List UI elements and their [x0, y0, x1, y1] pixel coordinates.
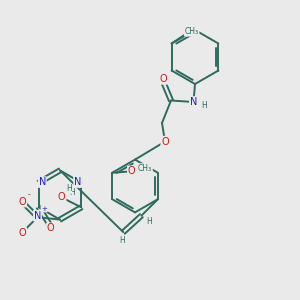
- Text: N: N: [74, 177, 81, 187]
- Text: H: H: [201, 100, 207, 109]
- Text: H: H: [69, 188, 75, 197]
- Text: N: N: [34, 211, 41, 221]
- Text: O: O: [58, 192, 66, 202]
- Text: O: O: [128, 166, 135, 176]
- Text: H: H: [119, 236, 125, 245]
- Text: O: O: [160, 74, 167, 84]
- Text: +: +: [41, 206, 47, 212]
- Text: O: O: [19, 228, 26, 238]
- Text: CH₃: CH₃: [138, 164, 152, 173]
- Text: CH₃: CH₃: [185, 27, 199, 36]
- Text: N: N: [39, 177, 46, 187]
- Text: H: H: [66, 184, 72, 193]
- Text: O: O: [19, 196, 26, 207]
- Text: H: H: [146, 217, 152, 226]
- Text: O: O: [161, 136, 169, 147]
- Text: O: O: [47, 223, 55, 233]
- Text: -: -: [28, 190, 31, 200]
- Text: N: N: [190, 97, 197, 107]
